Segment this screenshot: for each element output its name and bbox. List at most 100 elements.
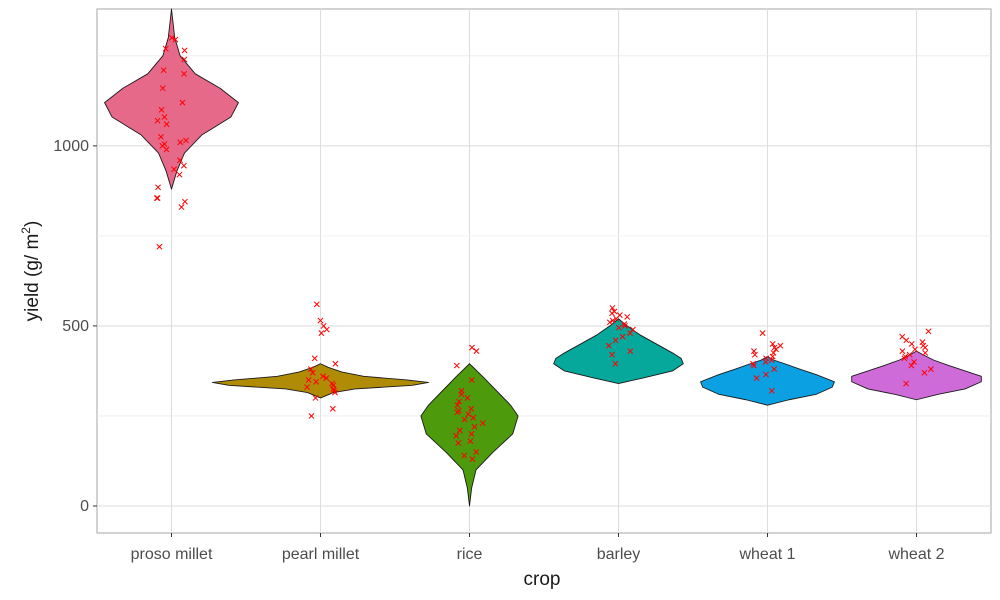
data-point: [161, 114, 168, 120]
data-point: [456, 427, 463, 434]
data-point-stroke: [329, 405, 336, 412]
data-point: [311, 355, 318, 362]
data-point-stroke: [470, 414, 477, 421]
data-point: [468, 376, 475, 383]
violin-proso-millet: [104, 8, 239, 190]
data-point-stroke: [621, 322, 628, 329]
data-point: [629, 326, 636, 333]
data-point-stroke: [163, 146, 170, 153]
data-point: [911, 358, 917, 365]
x-axis-ticks: proso millet pearl millet rice barley wheat …: [131, 533, 945, 563]
data-point-stroke: [329, 380, 336, 387]
data-point: [750, 360, 756, 367]
data-point: [180, 162, 187, 169]
data-point-stroke: [453, 432, 460, 439]
data-point-stroke: [759, 330, 766, 337]
data-point-stroke: [313, 378, 320, 385]
data-point-stroke: [177, 139, 184, 146]
data-point: [181, 47, 188, 54]
data-point-stroke: [453, 362, 460, 369]
data-point-stroke: [615, 324, 622, 331]
data-point: [908, 362, 915, 369]
data-point-stroke: [479, 420, 486, 427]
data-point-stroke: [770, 349, 777, 356]
data-point-stroke: [154, 117, 161, 124]
data-point: [181, 198, 188, 205]
data-point: [473, 449, 480, 455]
data-point-stroke: [178, 204, 185, 211]
data-point-stroke: [911, 358, 917, 365]
data-point-stroke: [616, 312, 623, 319]
data-point-stroke: [455, 440, 462, 446]
data-point-stroke: [619, 333, 626, 340]
data-point: [171, 166, 178, 173]
data-point-stroke: [605, 342, 612, 349]
y-tick-label: 1000: [53, 138, 89, 155]
data-point: [332, 360, 339, 367]
grid-minor: [97, 55, 991, 417]
y-axis-title: yield (g/ m2): [19, 221, 43, 322]
data-point: [467, 438, 474, 445]
data-point-stroke: [454, 402, 461, 409]
data-point: [461, 452, 468, 459]
data-point-stroke: [455, 407, 462, 414]
data-point-stroke: [469, 344, 475, 351]
data-point-stroke: [177, 157, 183, 164]
data-point: [176, 171, 183, 178]
data-point: [621, 321, 628, 328]
data-point-stroke: [153, 195, 160, 202]
data-point: [312, 394, 319, 401]
data-point-stroke: [154, 195, 161, 202]
data-point-stroke: [912, 346, 918, 353]
data-point: [616, 312, 623, 319]
data-point: [320, 322, 327, 329]
data-point: [162, 45, 169, 52]
data-point: [763, 355, 770, 362]
data-point: [163, 121, 170, 128]
data-point: [479, 420, 486, 427]
data-point: [771, 366, 778, 373]
data-point: [455, 440, 462, 446]
y-tick-label: 500: [62, 318, 89, 335]
data-point: [906, 351, 913, 358]
data-point-stroke: [927, 366, 934, 373]
data-point: [454, 402, 461, 409]
data-point: [453, 362, 460, 369]
data-point-stroke: [627, 348, 634, 355]
data-point: [470, 414, 477, 421]
data-point: [763, 371, 769, 378]
data-point-stroke: [899, 333, 906, 340]
data-point: [308, 413, 315, 419]
data-point-stroke: [168, 34, 175, 41]
data-point: [627, 348, 634, 355]
data-point: [612, 360, 619, 367]
data-point: [320, 373, 326, 380]
data-point-stroke: [161, 141, 168, 148]
data-point-stroke: [751, 348, 757, 355]
data-point: [313, 301, 320, 308]
data-point-stroke: [158, 106, 165, 113]
x-tick-label: rice: [457, 546, 483, 563]
x-tick-label: pearl millet: [282, 546, 360, 563]
violin-pearl-millet: [212, 363, 429, 399]
data-point-stroke: [318, 330, 325, 337]
data-point-stroke: [750, 360, 756, 367]
data-point: [181, 70, 187, 77]
data-point-stroke: [468, 376, 475, 383]
data-point-stroke: [312, 394, 319, 401]
data-point: [158, 133, 164, 140]
data-point-stroke: [180, 162, 187, 169]
data-point: [753, 375, 760, 382]
data-point: [899, 348, 906, 355]
data-point-stroke: [332, 389, 338, 396]
data-point-stroke: [903, 337, 910, 344]
data-point: [473, 348, 480, 355]
data-point-stroke: [320, 373, 326, 380]
data-point: [609, 304, 616, 311]
data-point: [329, 405, 336, 412]
data-point-stroke: [903, 380, 910, 387]
data-point: [771, 344, 778, 351]
data-point: [612, 337, 619, 344]
data-point: [627, 330, 634, 337]
